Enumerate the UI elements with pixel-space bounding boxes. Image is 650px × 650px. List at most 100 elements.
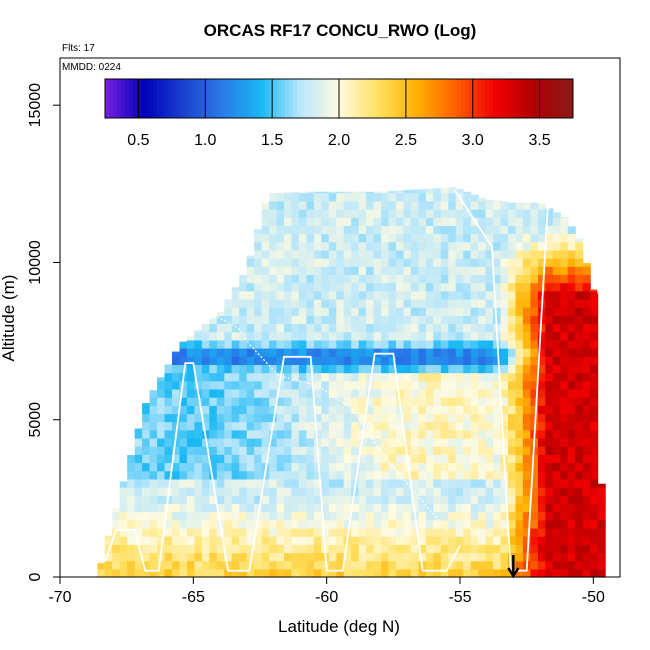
heatmap-cell — [134, 470, 143, 480]
heatmap-cell — [537, 233, 546, 243]
heatmap-cell — [590, 527, 599, 537]
heatmap-cell — [313, 372, 322, 382]
heatmap-cell — [590, 454, 599, 464]
heatmap-cell — [463, 454, 472, 464]
heatmap-cell — [478, 552, 487, 562]
heatmap-cell — [440, 241, 449, 251]
heatmap-cell — [567, 405, 576, 415]
heatmap-cell — [306, 233, 315, 243]
heatmap-cell — [388, 429, 397, 439]
heatmap-cell — [231, 397, 240, 406]
heatmap-cell — [463, 462, 472, 472]
heatmap-cell — [276, 388, 285, 398]
heatmap-cell — [515, 323, 524, 333]
heatmap-cell — [425, 519, 434, 529]
heatmap-cell — [351, 405, 360, 415]
heatmap-cell — [575, 560, 584, 570]
heatmap-cell — [298, 274, 307, 284]
heatmap-cell — [291, 438, 300, 447]
heatmap-cell — [545, 552, 554, 562]
heatmap-cell — [590, 568, 599, 578]
heatmap-cell — [545, 495, 554, 504]
heatmap-cell — [246, 364, 255, 374]
heatmap-cell — [343, 511, 352, 521]
heatmap-cell — [463, 413, 472, 423]
heatmap-cell — [209, 372, 218, 382]
heatmap-cell — [537, 203, 546, 210]
heatmap-cell — [321, 192, 330, 202]
heatmap-cell — [164, 527, 173, 537]
heatmap-cell — [448, 405, 457, 415]
heatmap-cell — [254, 429, 263, 439]
heatmap-cell — [418, 323, 427, 333]
heatmap-cell — [381, 249, 390, 259]
heatmap-cell — [508, 266, 517, 275]
heatmap-cell — [343, 191, 352, 194]
heatmap-cell — [530, 282, 539, 292]
heatmap-cell — [470, 413, 479, 423]
heatmap-cell — [410, 372, 419, 382]
heatmap-cell — [209, 462, 218, 472]
heatmap-cell — [119, 536, 128, 545]
heatmap-cell — [575, 454, 584, 464]
heatmap-cell — [508, 331, 517, 341]
heatmap-cell — [358, 241, 367, 251]
heatmap-cell — [440, 217, 449, 226]
heatmap-cell — [440, 487, 449, 496]
heatmap-cell — [433, 397, 442, 406]
colorbar-segment — [381, 79, 386, 118]
heatmap-cell — [194, 544, 203, 554]
heatmap-cell — [403, 380, 412, 390]
heatmap-cell — [239, 438, 248, 447]
heatmap-cell — [396, 323, 405, 333]
heatmap-cell — [463, 282, 472, 292]
heatmap-cell — [396, 274, 405, 284]
heatmap-cell — [186, 462, 195, 472]
heatmap-cell — [172, 544, 181, 554]
heatmap-cell — [373, 536, 382, 545]
heatmap-cell — [254, 282, 263, 292]
heatmap-cell — [172, 372, 181, 382]
colorbar-segment — [125, 79, 130, 118]
heatmap-cell — [373, 568, 382, 578]
colorbar-segment — [561, 79, 566, 118]
heatmap-cell — [418, 405, 427, 415]
heatmap-cell — [336, 200, 345, 210]
heatmap-cell — [104, 552, 113, 562]
heatmap-cell — [201, 568, 210, 578]
heatmap-cell — [201, 388, 210, 398]
heatmap-cell — [403, 429, 412, 439]
heatmap-cell — [530, 503, 539, 513]
heatmap-cell — [134, 503, 143, 513]
heatmap-cell — [425, 511, 434, 521]
heatmap-cell — [373, 274, 382, 284]
heatmap-cell — [172, 487, 181, 496]
heatmap-cell — [493, 438, 502, 447]
heatmap-cell — [366, 225, 375, 235]
heatmap-cell — [396, 307, 405, 316]
heatmap-cell — [455, 233, 464, 243]
heatmap-cell — [321, 519, 330, 529]
heatmap-cell — [306, 462, 315, 472]
heatmap-cell — [306, 478, 315, 488]
heatmap-cell — [537, 258, 546, 267]
heatmap-cell — [396, 380, 405, 390]
heatmap-cell — [224, 348, 233, 357]
heatmap-cell — [351, 536, 360, 545]
heatmap-cell — [209, 446, 218, 455]
heatmap-cell — [463, 241, 472, 251]
heatmap-cell — [134, 527, 143, 537]
heatmap-cell — [485, 307, 494, 316]
heatmap-cell — [522, 274, 531, 284]
heatmap-cell — [522, 495, 531, 504]
heatmap-cell — [470, 552, 479, 562]
heatmap-cell — [560, 364, 569, 374]
heatmap-cell — [500, 298, 509, 308]
heatmap-cell — [448, 298, 457, 308]
heatmap-cell — [463, 233, 472, 243]
heatmap-cell — [366, 429, 375, 439]
heatmap-cell — [291, 552, 300, 562]
heatmap-cell — [575, 238, 584, 243]
heatmap-cell — [186, 380, 195, 390]
heatmap-cell — [537, 519, 546, 529]
